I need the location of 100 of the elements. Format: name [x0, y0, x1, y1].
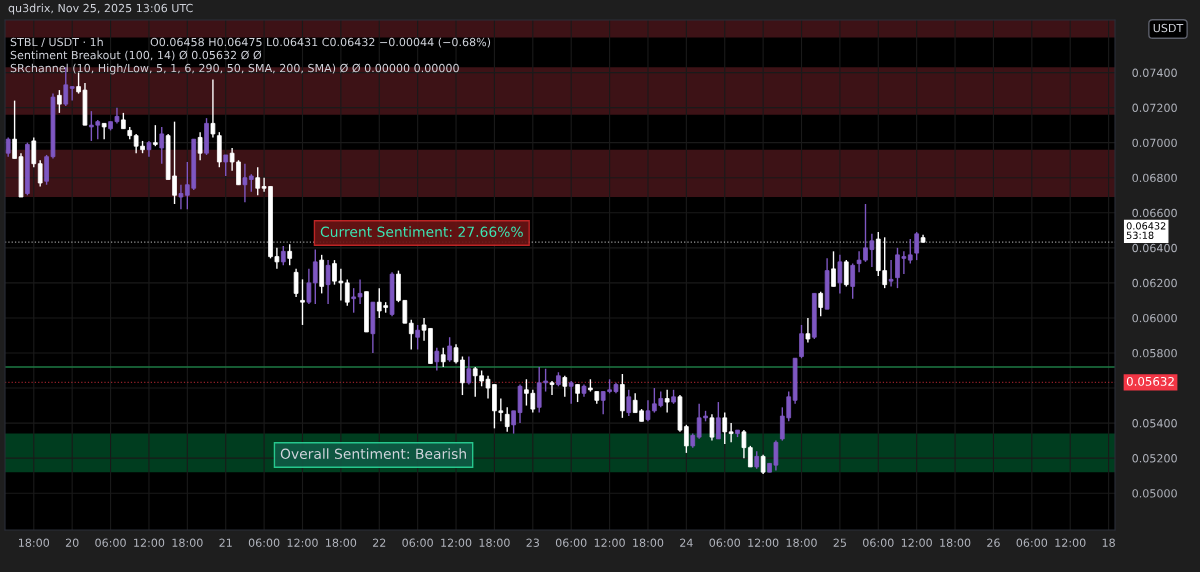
x-tick-label: 24	[680, 538, 693, 547]
candlestick	[562, 375, 568, 398]
candlestick	[69, 85, 75, 102]
candlestick	[626, 389, 632, 417]
candlestick	[664, 389, 670, 414]
x-tick-label: 12:00	[134, 538, 165, 547]
x-tick-label: 21	[219, 538, 232, 547]
x-tick-label: 12:00	[1055, 538, 1086, 547]
candlestick	[799, 324, 804, 359]
candlestick	[831, 250, 836, 288]
candlestick	[5, 136, 11, 158]
x-tick-label: 12:00	[748, 538, 779, 547]
candlestick	[415, 324, 420, 351]
x-tick-label: 18:00	[172, 538, 203, 547]
candlestick	[818, 290, 824, 317]
x-tick-label: 06:00	[95, 538, 126, 547]
x-tick-label: 18	[1102, 538, 1115, 547]
candlestick	[344, 278, 350, 307]
candlestick	[805, 317, 811, 344]
x-tick-label: 18:00	[479, 538, 510, 547]
candlestick	[408, 318, 414, 351]
candlestick	[325, 259, 331, 305]
candlestick	[159, 126, 165, 165]
candlestick	[300, 278, 305, 326]
candlestick	[293, 268, 299, 298]
candlestick	[242, 163, 248, 203]
candlestick	[440, 347, 446, 368]
text: O0.06458 H0.06475 L0.06431 C0.06432 −0.00044 (−0.68%)	[150, 37, 491, 48]
text: qu3drix, Nov 25, 2025 13:06 UTC	[8, 3, 193, 15]
y-tick-label: 0.06800	[1132, 173, 1177, 183]
y-tick-label: 0.06600	[1132, 208, 1177, 218]
candlestick	[850, 262, 856, 300]
candlestick	[447, 336, 452, 363]
candlestick	[549, 380, 555, 396]
y-tick-label: 0.06400	[1132, 243, 1177, 253]
y-tick-label: 0.06200	[1132, 278, 1177, 288]
candlestick	[223, 154, 229, 177]
x-tick-label: 06:00	[402, 538, 433, 547]
candlestick	[357, 278, 363, 305]
candlestick	[722, 411, 728, 445]
y-tick-label: 0.07400	[1132, 68, 1177, 77]
ref-line-label: 0.05632	[1126, 376, 1174, 386]
candlestick	[466, 355, 472, 386]
x-tick-label: 12:00	[441, 538, 472, 547]
x-tick-label: 06:00	[709, 538, 741, 547]
candlestick	[907, 238, 913, 265]
y-tick-label: 0.07200	[1132, 103, 1177, 113]
candlestick	[280, 245, 286, 267]
y-tick-label: 0.05800	[1132, 348, 1177, 358]
candlestick	[255, 166, 261, 196]
candlestick	[37, 159, 43, 188]
candlestick	[568, 380, 574, 405]
candlestick	[287, 243, 293, 267]
candlestick	[716, 401, 721, 440]
candlestick	[153, 124, 158, 147]
x-tick-label: 18:00	[19, 538, 50, 547]
x-tick-label: 26	[987, 538, 1000, 547]
candlestick	[760, 453, 766, 475]
candlestick	[434, 347, 440, 372]
annotation: SRchannel (10, High/Low, 5, 1, 6, 290, 50, SMA, 200, SMA) Ø Ø 0.00000 0.00000	[10, 63, 459, 75]
candlestick	[101, 122, 107, 140]
candlestick	[351, 287, 357, 314]
candlestick	[843, 259, 849, 288]
candlestick	[306, 268, 312, 305]
candlestick	[709, 413, 715, 442]
candlestick	[914, 231, 920, 261]
candlestick	[728, 422, 734, 444]
annotation: Current Sentiment: 27.66%%	[320, 226, 523, 238]
x-tick-label: 18:00	[940, 538, 971, 547]
ref-line-label: 0.06432 53:18	[1126, 222, 1166, 239]
x-tick-label: 22	[373, 538, 386, 547]
y-tick-label: 0.05000	[1132, 489, 1177, 498]
candlestick	[57, 89, 62, 114]
annotation: Overall Sentiment: Bearish	[280, 448, 466, 460]
y-tick-label: 0.07000	[1132, 138, 1177, 148]
candlestick	[888, 259, 894, 288]
x-tick-label: 06:00	[555, 538, 587, 547]
candlestick	[504, 406, 510, 433]
y-tick-label: 0.06000	[1132, 313, 1177, 323]
candlestick	[210, 78, 216, 139]
x-tick-label: 23	[526, 538, 539, 547]
x-tick-label: 25	[833, 538, 846, 547]
annotation: Sentiment Breakout (100, 14) Ø 0.05632 Ø Ø	[10, 50, 262, 61]
candlestick	[197, 131, 203, 161]
x-tick-label: 12:00	[594, 538, 625, 547]
text: STBL / USDT · 1h	[10, 37, 103, 48]
x-tick-label: 12:00	[287, 538, 318, 547]
candlestick	[837, 254, 843, 295]
x-tick-label: 06:00	[248, 538, 280, 547]
text: USDT	[1153, 23, 1184, 33]
y-tick-label: 0.05400	[1132, 419, 1177, 428]
y-tick-label: 0.05200	[1132, 454, 1177, 463]
x-tick-label: 06:00	[1016, 538, 1048, 547]
x-tick-label: 18:00	[326, 538, 357, 547]
x-tick-label: 20	[65, 538, 79, 547]
x-tick-label: 12:00	[901, 538, 932, 547]
x-tick-label: 06:00	[863, 538, 894, 547]
x-tick-label: 18:00	[633, 538, 664, 547]
candlestick	[31, 136, 37, 168]
x-tick-label: 18:00	[786, 538, 817, 547]
